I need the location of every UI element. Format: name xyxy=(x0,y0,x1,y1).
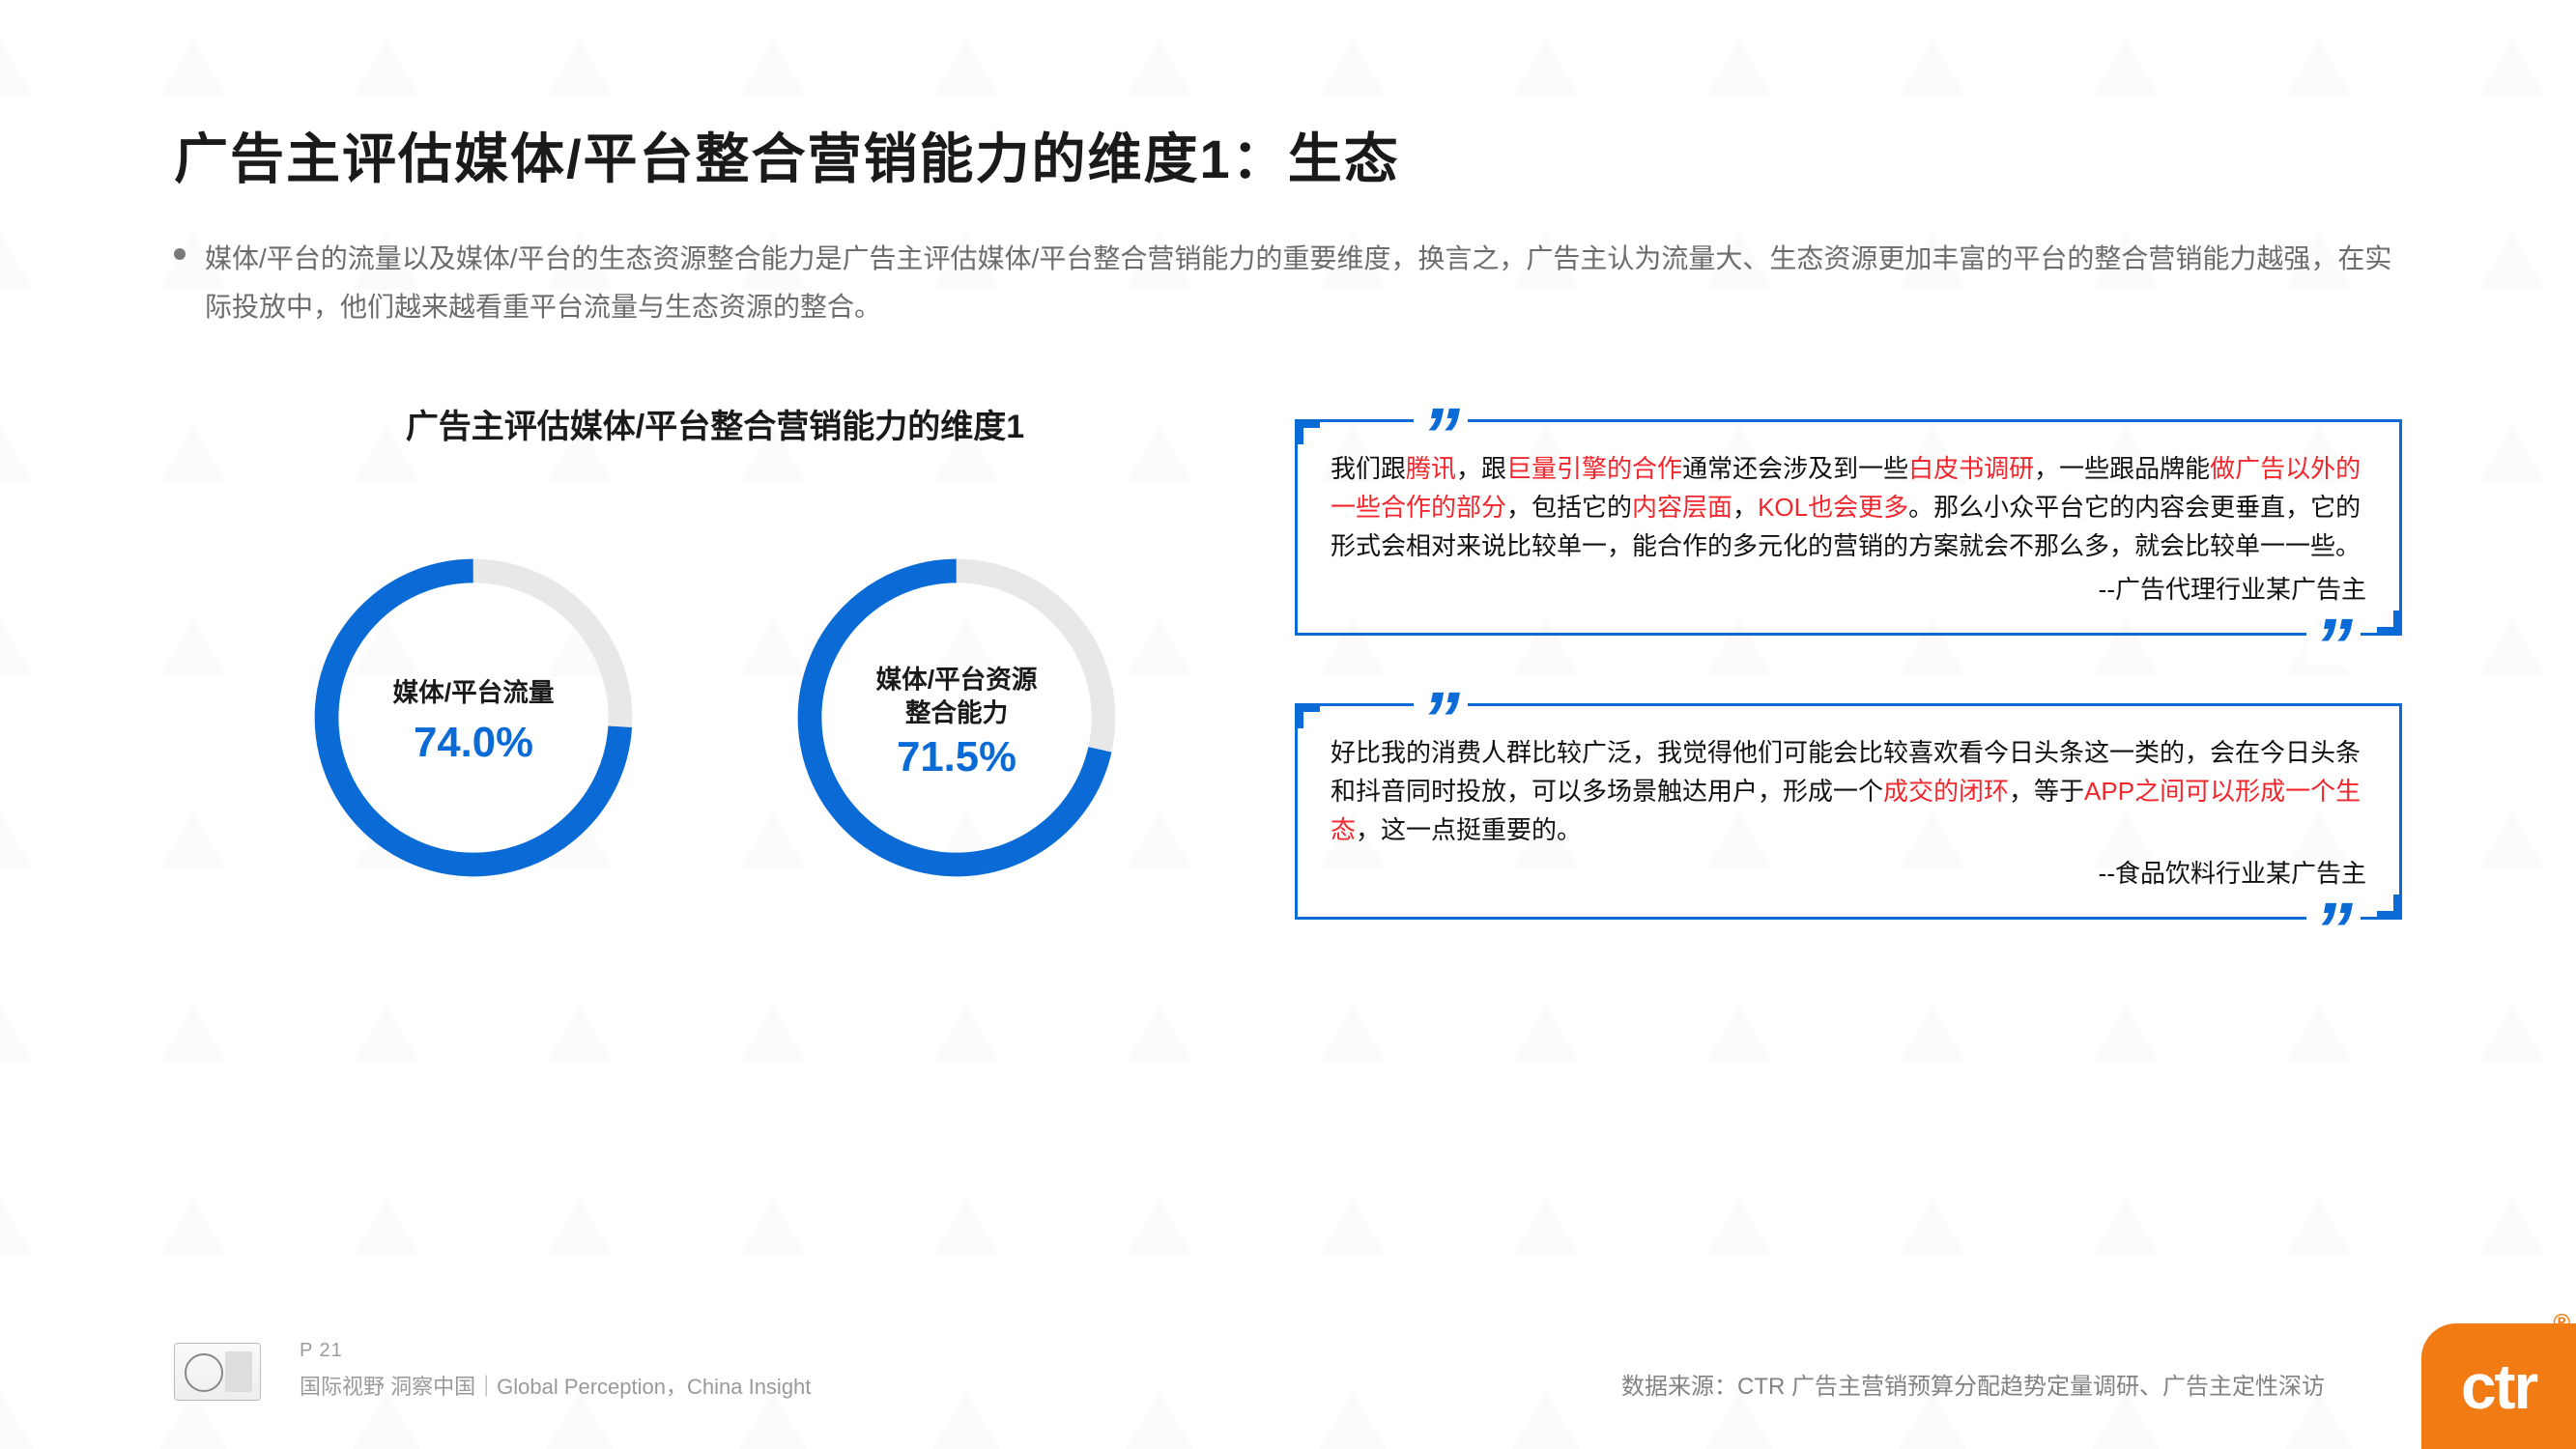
quote-mark-icon: ” xyxy=(2306,911,2361,950)
data-source: 数据来源：CTR 广告主营销预算分配趋势定量调研、广告主定性深访 xyxy=(1621,1367,2325,1401)
page-title: 广告主评估媒体/平台整合营销能力的维度1：生态 xyxy=(174,116,2402,194)
svg-text:74.0%: 74.0% xyxy=(414,719,533,766)
quote-text: 好比我的消费人群比较广泛，我觉得他们可能会比较喜欢看今日头条这一类的，会在今日头… xyxy=(1331,733,2366,850)
svg-text:整合能力: 整合能力 xyxy=(905,698,1008,727)
svg-text:媒体/平台流量: 媒体/平台流量 xyxy=(393,678,555,707)
ctr-logo: ctr xyxy=(2421,1323,2576,1449)
quote-mark-icon: ” xyxy=(1414,700,1468,739)
quote-mark-icon: ” xyxy=(2306,627,2361,666)
donut-row: 媒体/平台流量 74.0% 媒体/平台资源整合能力 71.5% xyxy=(174,534,1256,906)
quote-box: ””我们跟腾讯，跟巨量引擎的合作通常还会涉及到一些白皮书调研，一些跟品牌能做广告… xyxy=(1295,419,2402,636)
quote-attribution: --食品饮料行业某广告主 xyxy=(1331,854,2366,890)
donut-chart: 媒体/平台资源整合能力 71.5% xyxy=(763,534,1150,906)
bullet-dot xyxy=(174,248,186,260)
bullet-row: 媒体/平台的流量以及媒体/平台的生态资源整合能力是广告主评估媒体/平台整合营销能… xyxy=(174,235,2402,332)
quote-text: 我们跟腾讯，跟巨量引擎的合作通常还会涉及到一些白皮书调研，一些跟品牌能做广告以外… xyxy=(1331,449,2366,566)
footer: P 21 国际视野 洞察中国｜Global Perception，China I… xyxy=(174,1340,2518,1401)
chart-column: 广告主评估媒体/平台整合营销能力的维度1 媒体/平台流量 74.0% 媒体/平台资源… xyxy=(174,390,1256,920)
quote-mark-icon: ” xyxy=(1414,416,1468,455)
quote-box: ””好比我的消费人群比较广泛，我觉得他们可能会比较喜欢看今日头条这一类的，会在今… xyxy=(1295,703,2402,920)
chart-title: 广告主评估媒体/平台整合营销能力的维度1 xyxy=(174,400,1256,447)
certification-badge-icon xyxy=(174,1343,261,1401)
svg-text:71.5%: 71.5% xyxy=(897,733,1016,781)
page-number: P 21 xyxy=(300,1340,811,1362)
svg-text:媒体/平台资源: 媒体/平台资源 xyxy=(876,665,1038,694)
quotes-column: ””我们跟腾讯，跟巨量引擎的合作通常还会涉及到一些白皮书调研，一些跟品牌能做广告… xyxy=(1295,390,2402,920)
quote-attribution: --广告代理行业某广告主 xyxy=(1331,570,2366,606)
bullet-text: 媒体/平台的流量以及媒体/平台的生态资源整合能力是广告主评估媒体/平台整合营销能… xyxy=(205,235,2402,332)
footer-tagline: 国际视野 洞察中国｜Global Perception，China Insigh… xyxy=(300,1370,811,1401)
donut-chart: 媒体/平台流量 74.0% xyxy=(280,534,667,906)
